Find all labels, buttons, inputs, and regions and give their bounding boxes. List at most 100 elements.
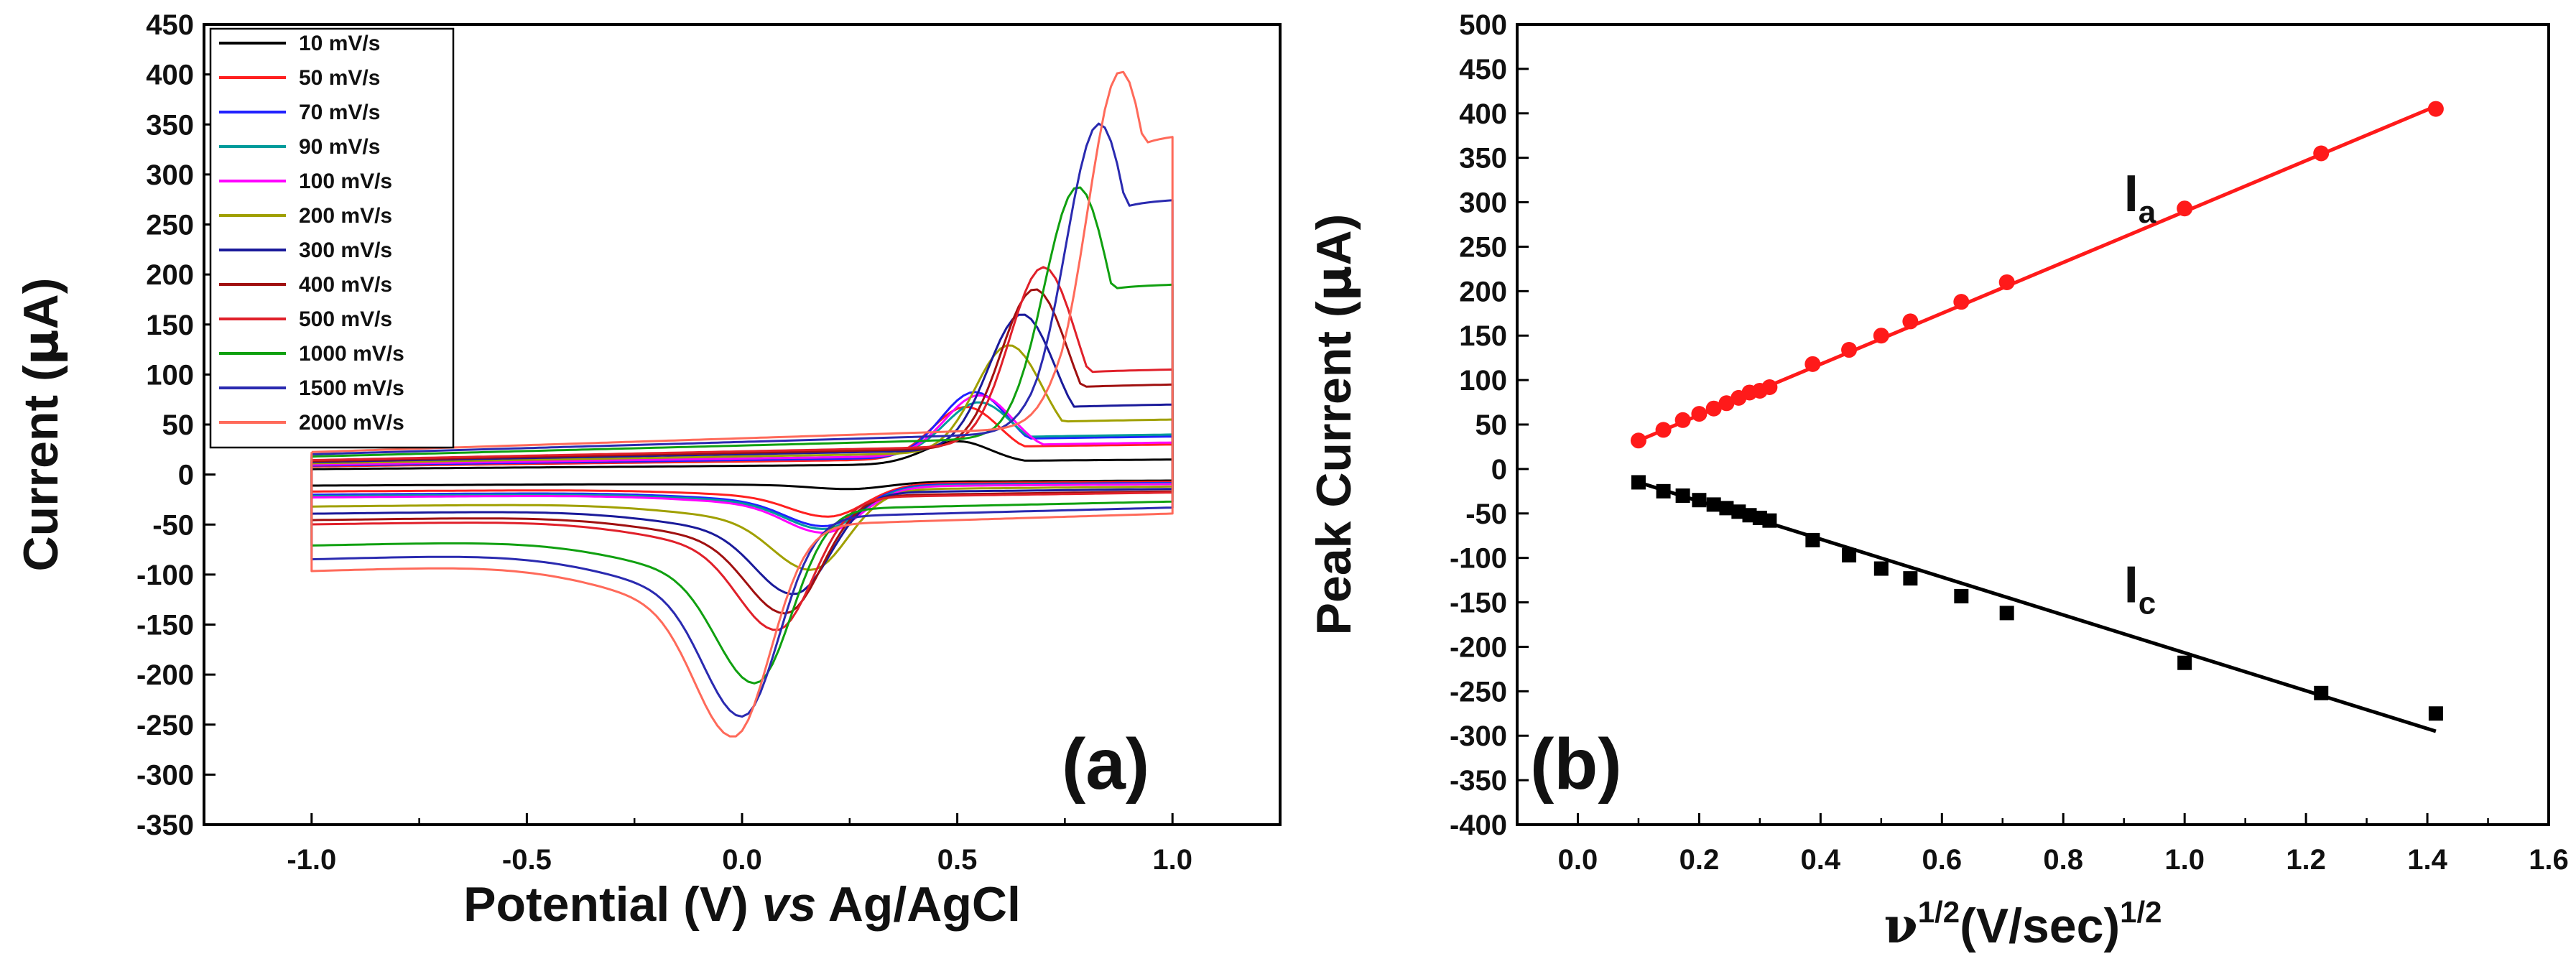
point-Ia [1718, 395, 1735, 412]
point-Ic [1719, 501, 1734, 516]
series-label-Ic: Ic [2124, 557, 2156, 621]
panel-a-x-tick-label: -1.0 [287, 844, 336, 876]
panel-a-y-tick-label: 0 [178, 460, 194, 491]
point-Ia [1630, 432, 1646, 449]
panel-a-curves [310, 70, 1174, 738]
point-Ic [1903, 571, 1918, 586]
point-Ic [1805, 532, 1820, 547]
panel-b-y-tick-label: -50 [1465, 499, 1507, 530]
panel-a-y-tick-label: -100 [136, 560, 194, 591]
panel-b-y-tick-label: -400 [1450, 810, 1507, 841]
panel-a-x-ticks: -1.0 -0.5 0.0 0.5 1.0 [287, 813, 1192, 876]
panel-a-y-tick-label: -300 [136, 759, 194, 791]
panel-b-y-tick-label: 350 [1459, 143, 1507, 175]
legend-label: 500 mV/s [299, 307, 392, 331]
panel-b-peak-current: 0.0 0.2 0.4 0.6 0.8 1.0 1.2 1.4 1.6 -400 -350 -300… [1306, 9, 2569, 955]
panel-b-plot-frame [1516, 23, 2550, 826]
legend-label: 1500 mV/s [299, 376, 404, 400]
point-Ia [1953, 294, 1970, 310]
panel-a-y-tick-label: 200 [146, 259, 194, 291]
panel-b-y-tick-label: 50 [1475, 409, 1508, 441]
point-Ic [1692, 493, 1707, 508]
panel-b-x-tick-label: 0.8 [2043, 844, 2083, 876]
panel-a-y-tick-label: 50 [162, 409, 195, 441]
panel-b-y-tick-label: -200 [1450, 631, 1507, 663]
panel-b-series-labels: Ia Ic [2124, 165, 2156, 621]
panel-a-y-tick-label: -200 [136, 659, 194, 691]
point-Ia [1902, 313, 1919, 330]
legend-label: 10 mV/s [299, 32, 380, 55]
legend-label: 300 mV/s [299, 238, 392, 262]
panel-a-cyclic-voltammetry: -1.0 -0.5 0.0 0.5 1.0 -350 -300 -250 -200 -150 -1… [13, 9, 1282, 932]
point-Ia [1691, 406, 1708, 422]
panel-a-label: (a) [1062, 724, 1149, 805]
point-Ic [1706, 497, 1721, 512]
point-Ia [1761, 379, 1778, 396]
panel-a-y-tick-label: 300 [146, 159, 194, 191]
panel-a-y-tick-label: 250 [146, 210, 194, 241]
point-Ia [1841, 342, 1858, 358]
panel-b-x-tick-label: 0.2 [1680, 844, 1720, 876]
panel-a-y-tick-label: 400 [146, 60, 194, 91]
point-Ic [1675, 488, 1690, 504]
panel-b-y-tick-label: -250 [1450, 676, 1507, 708]
panel-b-y-tick-label: 0 [1491, 454, 1507, 486]
legend-label: 90 mV/s [299, 135, 380, 159]
panel-b-label: (b) [1530, 724, 1622, 805]
panel-b-x-tick-label: 0.6 [1922, 844, 1962, 876]
panel-b-y-tick-label: 400 [1459, 98, 1507, 130]
panel-b-y-tick-label: -100 [1450, 543, 1507, 575]
panel-a-y-tick-label: -150 [136, 610, 194, 641]
panel-b-x-tick-label: 0.0 [1558, 844, 1598, 876]
legend-label: 70 mV/s [299, 101, 380, 124]
panel-b-x-ticks: 0.0 0.2 0.4 0.6 0.8 1.0 1.2 1.4 1.6 [1558, 813, 2569, 876]
panel-b-data [1630, 101, 2444, 733]
point-Ia [1674, 412, 1691, 428]
point-Ic [1999, 606, 2014, 621]
legend-label: 100 mV/s [299, 170, 392, 193]
series-label-Ia: Ia [2124, 165, 2156, 230]
panel-b-x-tick-label: 1.6 [2529, 844, 2569, 876]
panel-a-y-ticks: -350 -300 -250 -200 -150 -100 -50 0 50 100 150 200 2… [136, 9, 216, 841]
point-Ia [1804, 356, 1821, 372]
panel-b-y-tick-label: 150 [1459, 320, 1507, 352]
panel-b-x-tick-label: 0.4 [1801, 844, 1841, 876]
panel-a-y-tick-label: 150 [146, 310, 194, 341]
panel-a-y-tick-label: -50 [152, 509, 194, 541]
panel-a-y-tick-label: 350 [146, 109, 194, 141]
panel-b-x-tick-label: 1.4 [2407, 844, 2447, 876]
point-Ic [1842, 547, 1857, 562]
panel-a-y-tick-label: -250 [136, 710, 194, 741]
panel-a-x-tick-label: -0.5 [502, 844, 552, 876]
panel-b-x-tick-label: 1.2 [2286, 844, 2326, 876]
point-Ia [1655, 422, 1672, 438]
panel-b-y-tick-label: 250 [1459, 231, 1507, 263]
panel-b-y-tick-label: 450 [1459, 54, 1507, 85]
point-Ic [1762, 513, 1777, 528]
panel-a-y-tick-label: -350 [136, 810, 194, 841]
panel-b-y-axis-title: Peak Current (μA) [1306, 214, 1363, 636]
point-Ic [1656, 483, 1671, 499]
cv-curve [310, 70, 1174, 738]
panel-b-y-tick-label: -300 [1450, 720, 1507, 752]
panel-a-legend: 10 mV/s 50 mV/s 70 mV/s 90 mV/s 100 mV/s 200 … [219, 32, 404, 435]
point-Ic [1631, 475, 1646, 490]
panel-b-y-tick-label: 200 [1459, 276, 1507, 307]
panel-a-x-axis-title: Potential (V) vs Ag/AgCl [463, 877, 1021, 932]
point-Ic [2428, 706, 2443, 721]
panel-a-x-tick-label: 0.0 [722, 844, 762, 876]
panel-b-y-ticks: -400 -350 -300 -250 -200 -150 -100 -50 0 50 100 150… [1450, 9, 1529, 841]
point-Ic [1954, 588, 1969, 603]
point-Ia [2313, 145, 2330, 162]
panel-a-y-tick-label: 100 [146, 359, 194, 391]
point-Ia [2177, 200, 2193, 217]
point-Ia [1705, 400, 1722, 417]
legend-label: 400 mV/s [299, 273, 392, 297]
panel-b-y-tick-label: 100 [1459, 365, 1507, 397]
point-Ic [2177, 655, 2192, 670]
point-Ia [1998, 274, 2015, 290]
panel-a-legend-box [209, 27, 455, 449]
point-Ic [1731, 504, 1746, 519]
panel-a-x-tick-label: 1.0 [1152, 844, 1192, 876]
